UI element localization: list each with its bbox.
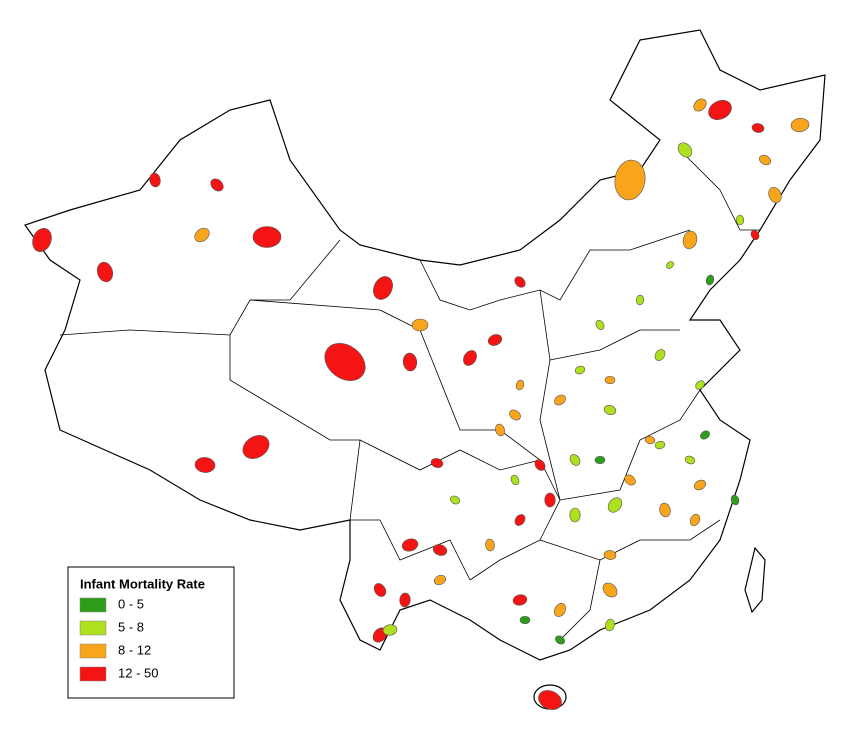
county xyxy=(635,294,645,306)
county xyxy=(194,457,216,473)
legend-label: 12 - 50 xyxy=(118,665,158,680)
county xyxy=(659,502,671,518)
county xyxy=(759,154,771,166)
legend-swatch xyxy=(79,666,107,682)
legend-items: 0 - 5 5 - 8 8 - 12 12 - 50 xyxy=(79,596,158,682)
border xyxy=(229,335,361,521)
county xyxy=(399,592,411,608)
county xyxy=(644,435,656,445)
legend-label: 0 - 5 xyxy=(118,596,144,611)
border xyxy=(559,389,701,501)
county xyxy=(149,172,161,188)
county xyxy=(735,214,745,226)
county xyxy=(373,583,387,597)
county xyxy=(693,98,707,112)
county xyxy=(324,343,366,381)
taiwan-island xyxy=(744,546,766,614)
county xyxy=(463,350,477,366)
legend-swatch xyxy=(79,643,107,659)
county xyxy=(194,227,210,243)
county xyxy=(700,430,710,440)
county xyxy=(695,380,705,390)
county xyxy=(433,574,447,586)
county xyxy=(684,455,696,465)
border xyxy=(679,149,760,231)
county xyxy=(730,494,740,506)
border xyxy=(539,519,721,561)
county xyxy=(605,618,615,632)
county xyxy=(510,474,520,486)
county xyxy=(602,582,618,598)
county xyxy=(694,479,706,491)
counties xyxy=(32,98,810,710)
county xyxy=(654,440,666,450)
county xyxy=(689,513,701,527)
county xyxy=(553,603,567,617)
legend-swatch xyxy=(79,597,107,613)
legend: Infant Mortality Rate 0 - 5 5 - 8 8 - 12 12… xyxy=(67,566,235,699)
border xyxy=(559,559,601,641)
border xyxy=(249,299,561,501)
county xyxy=(242,435,270,459)
county xyxy=(654,349,666,361)
border xyxy=(59,239,341,336)
county xyxy=(411,318,429,332)
county xyxy=(569,507,581,523)
county xyxy=(534,459,546,471)
border xyxy=(549,329,680,361)
border xyxy=(350,519,471,581)
county xyxy=(569,454,581,466)
county xyxy=(402,352,418,372)
county xyxy=(401,538,419,552)
county xyxy=(519,615,531,625)
county xyxy=(495,423,505,437)
county xyxy=(705,274,715,286)
county xyxy=(677,142,693,158)
legend-label: 5 - 8 xyxy=(118,619,144,634)
country-outline xyxy=(24,29,826,661)
county xyxy=(555,635,565,645)
county xyxy=(682,230,698,250)
county xyxy=(538,690,562,710)
county xyxy=(432,544,448,556)
county xyxy=(603,405,617,415)
county xyxy=(32,228,52,252)
county xyxy=(751,123,765,133)
border xyxy=(359,439,541,471)
county xyxy=(96,261,114,283)
county xyxy=(512,594,528,606)
county xyxy=(554,394,566,406)
county xyxy=(750,229,760,241)
county xyxy=(382,624,398,636)
county xyxy=(430,458,444,468)
county xyxy=(708,100,732,120)
county xyxy=(485,538,495,552)
county xyxy=(509,409,521,421)
county xyxy=(607,497,623,513)
county xyxy=(768,186,782,204)
county xyxy=(487,334,503,346)
county xyxy=(515,379,525,391)
county xyxy=(514,276,526,288)
county xyxy=(666,261,674,269)
legend-swatch xyxy=(79,620,107,636)
county xyxy=(624,474,636,486)
county xyxy=(603,550,617,560)
county xyxy=(604,375,616,385)
county xyxy=(544,492,556,508)
county xyxy=(614,159,646,201)
county xyxy=(449,495,461,505)
county xyxy=(574,365,586,375)
county xyxy=(594,455,606,465)
legend-title: Infant Mortality Rate xyxy=(80,576,205,591)
county xyxy=(595,319,605,331)
legend-label: 8 - 12 xyxy=(118,642,151,657)
county xyxy=(514,514,526,526)
province-borders xyxy=(59,149,760,641)
county xyxy=(252,226,282,248)
county xyxy=(790,117,810,133)
county xyxy=(210,178,224,192)
county xyxy=(373,276,393,300)
